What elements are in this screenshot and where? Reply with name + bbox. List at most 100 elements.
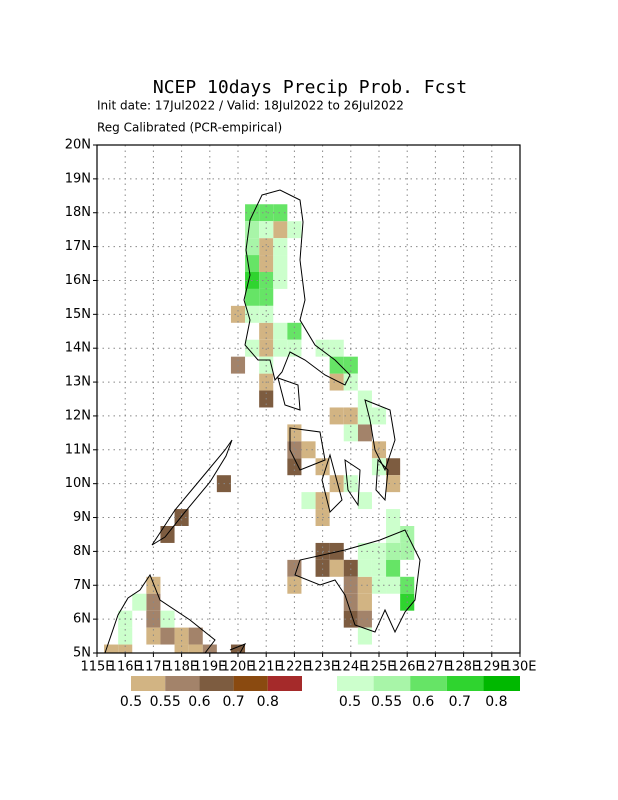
wet-cell (132, 593, 147, 611)
dry-cell (174, 509, 189, 526)
wet-legend-label: 0.8 (485, 694, 507, 710)
dry-cell (386, 458, 401, 476)
wet-legend-box (483, 676, 520, 691)
wet-legend-label: 0.5 (339, 694, 361, 710)
legend: 0.5 0.55 0.6 0.7 0.8 0.5 0.55 0.6 0.7 0.8 (120, 676, 520, 710)
wet-cell (301, 492, 316, 510)
wet-legend-box (410, 676, 447, 691)
wet-cell (259, 204, 274, 222)
x-tick-label: 119E (193, 660, 226, 675)
x-tick-label: 127E (419, 660, 452, 675)
dry-cell (174, 644, 189, 653)
wet-cell (386, 559, 401, 577)
wet-cell (273, 339, 288, 357)
x-tick-label: 115E (80, 660, 113, 675)
dry-legend-box (199, 676, 234, 691)
plot-frame (96, 144, 521, 654)
dry-legend-label: 0.7 (222, 694, 244, 710)
y-tick-label: 10N (65, 476, 91, 491)
grid-layer: 115E116E117E118E119E120E121E122E123E124E… (65, 138, 537, 675)
y-tick-label: 6N (73, 612, 91, 627)
wet-cell (386, 509, 401, 526)
dry-cell (146, 627, 161, 645)
coast-borneo (104, 573, 216, 653)
wet-cell (343, 424, 358, 442)
dry-cell (315, 559, 330, 577)
dry-cell (386, 475, 401, 493)
dry-cell (188, 627, 203, 645)
wet-cell (273, 204, 288, 222)
x-tick-label: 116E (109, 660, 142, 675)
wet-cell (386, 576, 401, 594)
x-tick-label: 122E (278, 660, 311, 675)
coastline (104, 189, 421, 653)
dry-legend-label: 0.8 (257, 694, 279, 710)
dry-cell (259, 255, 274, 272)
wet-cell (259, 221, 274, 239)
coast-palawan (151, 439, 233, 546)
x-tick-label: 120E (221, 660, 254, 675)
dry-cell (357, 576, 372, 594)
map-subtitle: Init date: 17Jul2022 / Valid: 18Jul2022 … (97, 99, 404, 113)
wet-cell (245, 288, 260, 306)
coast-luzon (243, 189, 351, 386)
y-tick-label: 13N (65, 375, 91, 390)
x-tick-label: 130E (503, 660, 536, 675)
wet-cell (273, 255, 288, 272)
wet-cell (357, 390, 372, 408)
dry-legend-box (165, 676, 200, 691)
dry-cell (230, 644, 246, 653)
dry-legend-box (131, 676, 166, 691)
dry-cell (301, 441, 316, 459)
wet-cell (357, 542, 372, 560)
y-tick-label: 14N (65, 341, 91, 356)
wet-legend-box (373, 676, 411, 691)
coast-samar (364, 399, 396, 472)
coast-panay (289, 427, 326, 471)
dry-cell (357, 424, 372, 442)
y-tick-label: 20N (65, 138, 91, 153)
y-tick-label: 19N (65, 171, 91, 186)
wet-cell (118, 627, 133, 645)
y-tick-label: 9N (73, 510, 91, 525)
wet-cell (245, 221, 260, 239)
coast-cebu (344, 458, 361, 507)
dry-cell (259, 322, 274, 340)
dry-cell (174, 627, 189, 645)
wet-cell (371, 559, 387, 577)
wet-legend-label: 0.55 (371, 694, 402, 710)
x-tick-label: 121E (250, 660, 283, 675)
dry-cell (230, 305, 246, 323)
wet-cell (160, 610, 175, 628)
cell-layer (104, 204, 415, 653)
dry-cell (329, 373, 344, 391)
dry-cell (343, 559, 358, 577)
wet-cell (400, 542, 415, 560)
map-note: Reg Calibrated (PCR-empirical) (97, 121, 282, 135)
wet-legend-label: 0.7 (449, 694, 471, 710)
x-tick-label: 126E (391, 660, 424, 675)
coast-leyte (375, 458, 389, 502)
dry-legend-box (233, 676, 268, 691)
dry-legend-label: 0.6 (188, 694, 210, 710)
dry-legend-label: 0.55 (150, 694, 181, 710)
wet-legend-label: 0.6 (412, 694, 434, 710)
y-tick-label: 12N (65, 408, 91, 423)
dry-cell (188, 644, 203, 653)
map-title: NCEP 10days Precip Prob. Fcst (153, 77, 467, 98)
x-tick-label: 118E (165, 660, 198, 675)
wet-cell (357, 559, 372, 577)
dry-cell (273, 221, 288, 239)
x-tick-label: 129E (475, 660, 508, 675)
coast-sulu (229, 643, 247, 653)
dry-legend-box (267, 676, 302, 691)
wet-cell (357, 492, 372, 510)
wet-cell (287, 322, 302, 340)
wet-legend-box (337, 676, 374, 691)
wet-cell (357, 627, 372, 645)
wet-cell (287, 221, 302, 239)
y-tick-label: 18N (65, 205, 91, 220)
wet-cell (329, 356, 344, 374)
wet-cell (273, 272, 288, 289)
